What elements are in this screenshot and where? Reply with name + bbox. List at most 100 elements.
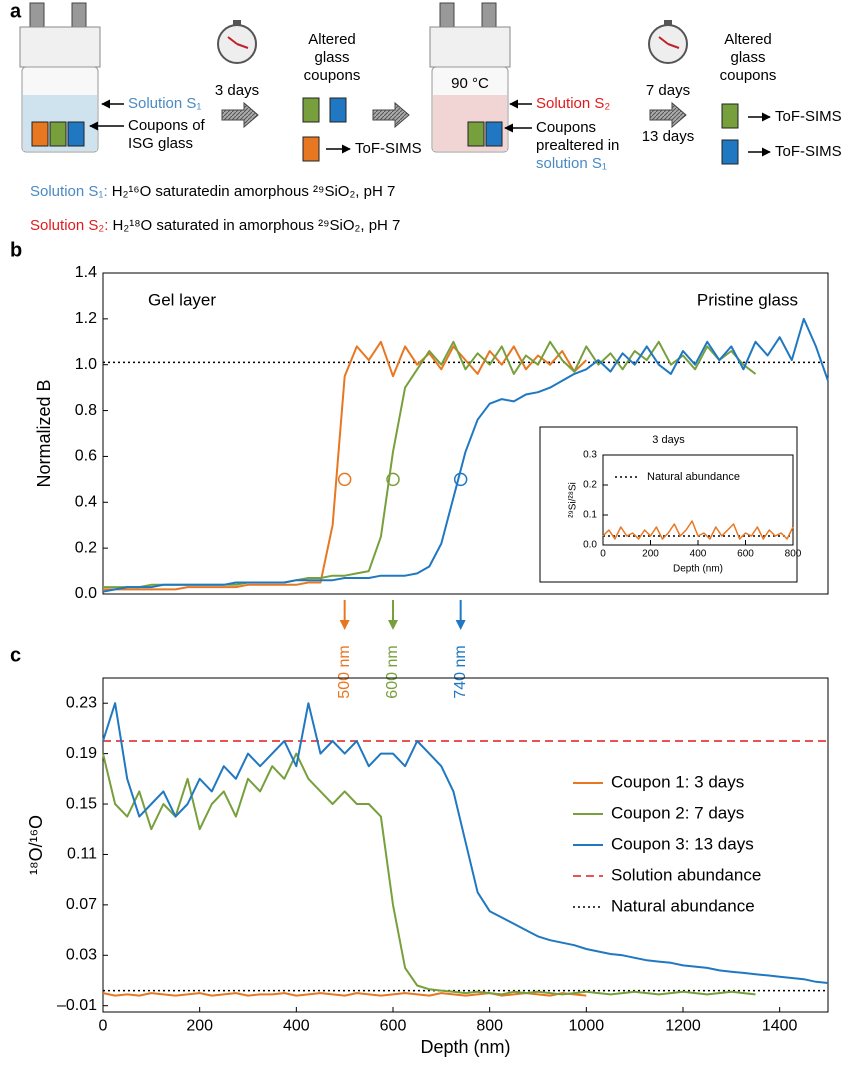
altered-label: Altered glass coupons — [720, 31, 777, 84]
panel-label: b — [10, 239, 22, 261]
x-tick-label: 800 — [785, 549, 802, 560]
time-label: 13 days — [642, 128, 695, 145]
clock — [217, 20, 257, 64]
plot-frame — [102, 677, 829, 1013]
legend-label: Coupon 2: 7 days — [611, 803, 744, 822]
y-tick-label: 0.0 — [583, 540, 597, 551]
data-line — [102, 752, 756, 996]
label-background — [381, 636, 405, 708]
coupon-label: Coupons of ISG glass — [128, 117, 206, 152]
y-tick-label: 0.0 — [75, 585, 97, 602]
coupon — [721, 103, 739, 129]
coupon — [721, 139, 739, 165]
legend-label: Natural abundance — [647, 471, 740, 483]
coupon — [302, 136, 320, 162]
text-line: Coupons — [536, 119, 596, 136]
depth-arrowhead — [388, 620, 398, 630]
method-label: ToF-SIMS — [775, 108, 842, 125]
x-tick-label: 0 — [99, 1018, 108, 1035]
legend-label: Solution abundance — [611, 865, 761, 884]
panel-a: a Solution S₁ Coupons of ISG glass 3 days… — [10, 0, 842, 234]
solution-legend: Solution S₂: H₂¹⁸O saturated in amorphou… — [30, 217, 400, 234]
text-line: prealtered in — [536, 137, 619, 154]
region-label: Gel layer — [148, 290, 216, 309]
text-line: coupons — [304, 67, 361, 84]
y-tick-label: 0.8 — [75, 402, 97, 419]
legend-key: Solution S₁: — [30, 183, 108, 200]
legend-text: H₂¹⁸O saturated in amorphous ²⁹SiO₂, pH … — [108, 217, 400, 234]
y-tick-label: 0.6 — [75, 448, 97, 465]
legend-text: H₂¹⁶O saturatedin amorphous ²⁹SiO₂, pH 7 — [108, 183, 396, 200]
text-line: Altered — [724, 31, 772, 48]
y-tick-label: 0.2 — [75, 539, 97, 556]
process-arrow — [221, 101, 259, 129]
solution-legend: Solution S₁: H₂¹⁶O saturatedin amorphous… — [30, 183, 395, 200]
beaker — [19, 2, 101, 153]
process-arrow — [372, 101, 410, 129]
legend-label: Natural abundance — [611, 896, 755, 915]
x-tick-label: 0 — [600, 549, 606, 560]
panel-label: a — [10, 0, 22, 22]
data-line — [103, 340, 587, 591]
x-tick-label: 600 — [737, 549, 754, 560]
time-label: 7 days — [646, 82, 690, 99]
midpoint-marker — [386, 472, 400, 487]
region-label: Pristine glass — [697, 290, 798, 309]
text-line: Altered — [308, 31, 356, 48]
midpoint-marker — [453, 472, 468, 487]
y-tick-label: 0.3 — [583, 450, 597, 461]
text-line: glass — [314, 49, 349, 66]
x-tick-label: 200 — [186, 1018, 213, 1035]
x-tick-label: 800 — [476, 1018, 503, 1035]
plot-frame — [102, 272, 829, 595]
legend-label: Coupon 1: 3 days — [611, 772, 744, 791]
coupon — [329, 97, 347, 123]
altered-label: Altered glass coupons — [304, 31, 361, 84]
chart-title: 3 days — [652, 434, 685, 446]
data-line — [102, 702, 829, 984]
depth-label: 740 nm — [452, 645, 469, 698]
temperature-label: 90 °C — [451, 75, 489, 92]
data-line — [102, 992, 587, 997]
time-label: 3 days — [215, 82, 259, 99]
beaker — [429, 2, 511, 153]
solution-label: Solution S₂ — [536, 95, 610, 112]
clock — [648, 20, 688, 64]
x-axis-label: Depth (nm) — [420, 1037, 510, 1057]
y-tick-label: 0.07 — [66, 896, 97, 913]
y-tick-label: 0.23 — [66, 694, 97, 711]
x-axis-label: Depth (nm) — [673, 564, 723, 575]
x-tick-label: 200 — [642, 549, 659, 560]
depth-arrowhead — [455, 620, 466, 630]
text-line: coupons — [720, 67, 777, 84]
y-tick-label: 0.19 — [66, 745, 97, 762]
y-axis-label: ¹⁸O/¹⁶O — [26, 815, 46, 875]
inset-frame — [539, 426, 798, 583]
x-tick-label: 1400 — [762, 1018, 798, 1035]
data-line — [602, 520, 794, 540]
label-background — [332, 636, 357, 708]
y-tick-label: 0.4 — [75, 494, 97, 511]
x-tick-label: 400 — [283, 1018, 310, 1035]
y-tick-label: 1.4 — [75, 264, 97, 281]
depth-label: 600 nm — [384, 645, 401, 698]
midpoint-marker — [337, 472, 352, 487]
x-tick-label: 600 — [380, 1018, 407, 1035]
y-axis-label: ²⁹Si/²⁸Si — [568, 482, 579, 518]
solution-label: Solution S₁ — [128, 95, 201, 112]
process-arrow — [649, 101, 687, 129]
y-tick-label: 1.0 — [75, 356, 97, 373]
text-line: ISG glass — [128, 135, 193, 152]
text-line: Coupons of — [128, 117, 206, 134]
y-axis-label: Normalized B — [34, 379, 54, 487]
coupon-label: Coupons prealtered in solution S₁ — [536, 119, 619, 172]
y-tick-label: 0.11 — [67, 846, 97, 863]
panel-label: c — [10, 644, 21, 666]
y-tick-label: 0.03 — [66, 947, 97, 964]
x-tick-label: 1200 — [665, 1018, 701, 1035]
method-label: ToF-SIMS — [775, 143, 842, 160]
method-label: ToF-SIMS — [355, 140, 422, 157]
coupon — [302, 97, 320, 123]
depth-arrowhead — [339, 620, 350, 630]
